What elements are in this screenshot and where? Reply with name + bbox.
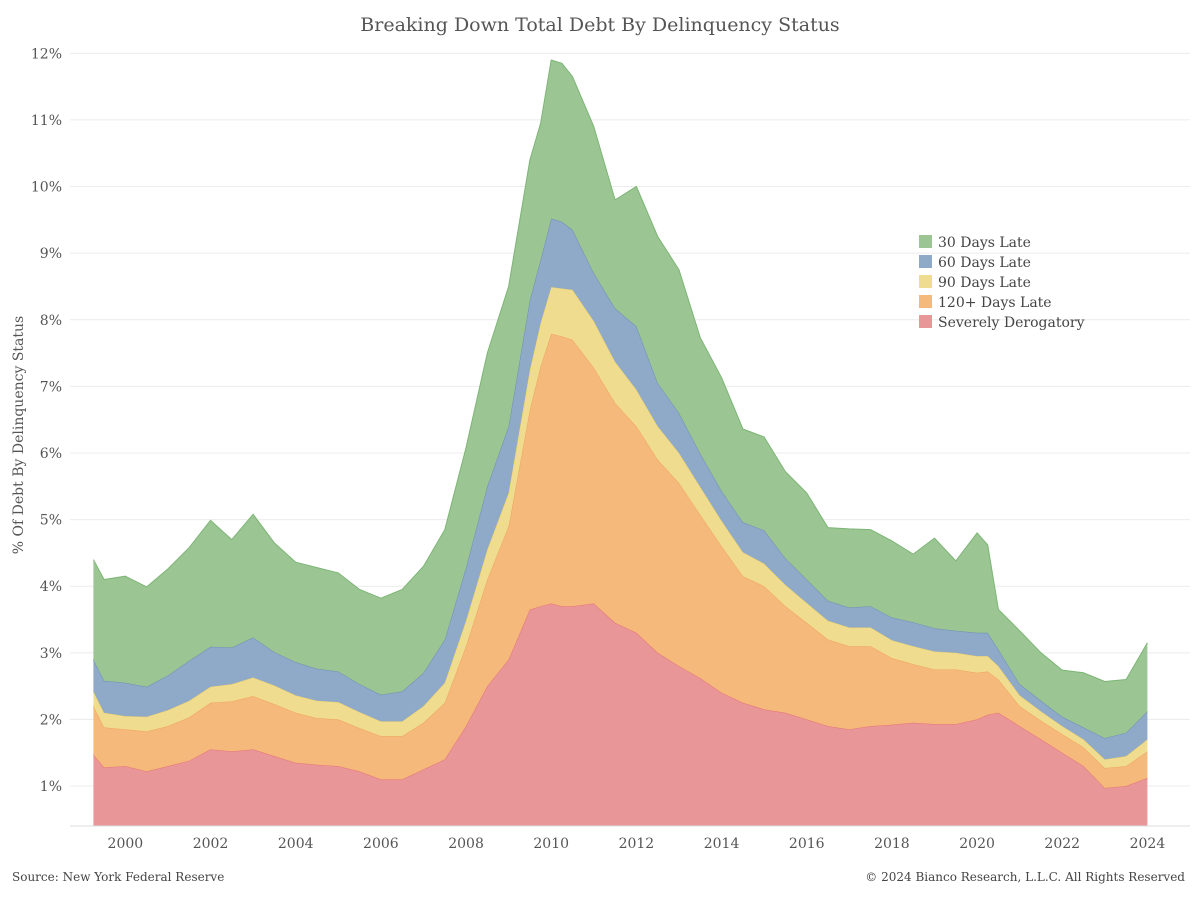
x-tick-label: 2024 xyxy=(1130,836,1166,852)
y-tick-label: 2% xyxy=(40,712,62,728)
y-tick-label: 10% xyxy=(31,180,62,196)
y-tick-label: 7% xyxy=(40,379,62,395)
stacked-areas xyxy=(92,59,1148,826)
x-tick-label: 2010 xyxy=(533,836,569,852)
legend-swatch xyxy=(919,235,932,248)
y-tick-label: 6% xyxy=(40,446,62,462)
legend-label: Severely Derogatory xyxy=(938,315,1085,331)
y-tick-label: 4% xyxy=(40,579,62,595)
legend: 30 Days Late 60 Days Late 90 Days Late 120+… xyxy=(919,235,1085,331)
source-note: Source: New York Federal Reserve xyxy=(12,870,225,884)
x-tick-label: 2016 xyxy=(789,836,825,852)
x-tick-label: 2018 xyxy=(874,836,910,852)
y-tick-label: 5% xyxy=(40,513,62,529)
legend-swatch xyxy=(919,275,932,288)
y-tick-label: 12% xyxy=(31,46,62,62)
x-tick-label: 2002 xyxy=(193,836,229,852)
legend-swatch xyxy=(919,315,932,328)
area-series-severely-derogatory xyxy=(93,603,1148,826)
area-edge-severely-derogatory xyxy=(93,602,1148,789)
y-tick-label: 9% xyxy=(40,246,62,262)
area-series-days90 xyxy=(93,287,1148,768)
y-tick-label: 8% xyxy=(40,313,62,329)
x-tick-label: 2006 xyxy=(363,836,399,852)
x-tick-label: 2022 xyxy=(1044,836,1080,852)
area-series-days60 xyxy=(93,218,1148,760)
legend-swatch xyxy=(919,295,932,308)
x-tick-label: 2000 xyxy=(108,836,144,852)
legend-label: 30 Days Late xyxy=(938,235,1031,251)
y-tick-labels: 1% 2% 3% 4% 5% 6% 7% 8% 9% 10% 11% 12% xyxy=(31,46,62,795)
chart-title: Breaking Down Total Debt By Delinquency … xyxy=(360,14,840,36)
x-tick-label: 2012 xyxy=(619,836,655,852)
legend-swatch xyxy=(919,255,932,268)
y-tick-label: 11% xyxy=(31,113,62,129)
x-tick-label: 2008 xyxy=(448,836,484,852)
legend-label: 120+ Days Late xyxy=(938,295,1052,311)
x-tick-label: 2014 xyxy=(704,836,740,852)
copyright-note: © 2024 Bianco Research, L.L.C. All Right… xyxy=(865,870,1185,884)
area-series-days120 xyxy=(93,333,1148,788)
area-edge-days30 xyxy=(92,59,1148,683)
y-tick-label: 1% xyxy=(40,779,62,795)
y-tick-label: 3% xyxy=(40,646,62,662)
x-tick-label: 2020 xyxy=(959,836,995,852)
x-tick-label: 2004 xyxy=(278,836,314,852)
x-tick-labels: 2000 2002 2004 2006 2008 2010 2012 2014 2016 2018… xyxy=(108,836,1166,852)
legend-label: 60 Days Late xyxy=(938,255,1031,271)
y-axis-title: % Of Debt By Delinquency Status xyxy=(11,316,27,554)
legend-label: 90 Days Late xyxy=(938,275,1031,291)
area-series-days30 xyxy=(93,60,1148,739)
